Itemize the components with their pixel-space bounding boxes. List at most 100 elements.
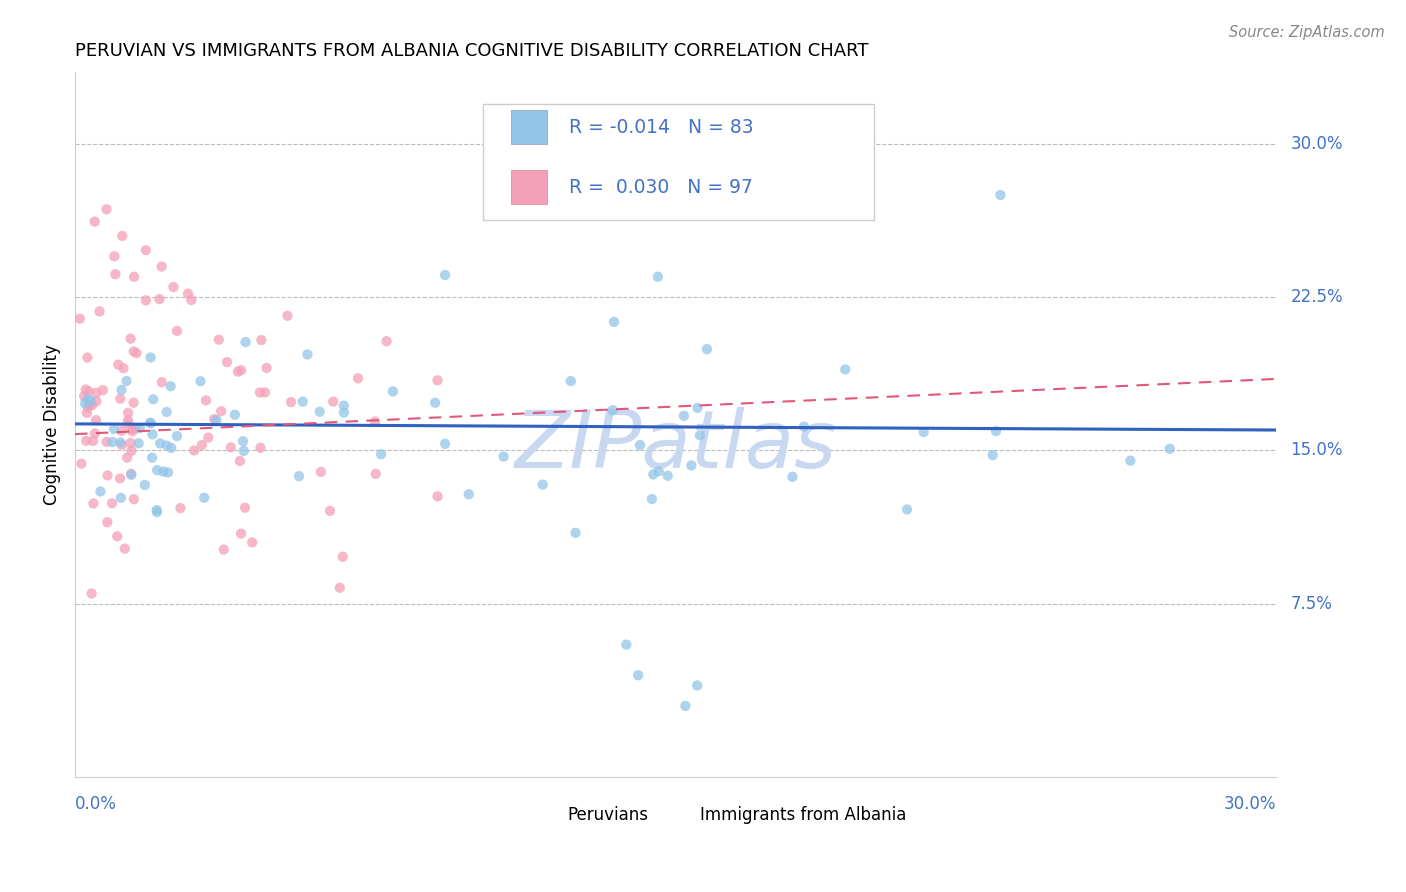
Point — [103, 249, 125, 263]
Point — [793, 419, 815, 434]
Point — [627, 668, 650, 682]
Point — [673, 698, 696, 713]
Text: 0.0%: 0.0% — [75, 795, 117, 813]
Point — [297, 347, 319, 361]
Point — [276, 309, 298, 323]
Point — [162, 280, 184, 294]
Point — [233, 500, 256, 515]
Point — [76, 406, 98, 420]
Point — [160, 441, 183, 455]
Point — [370, 447, 392, 461]
Point — [224, 408, 246, 422]
Point — [156, 405, 179, 419]
Point — [595, 209, 617, 223]
Point — [194, 393, 217, 408]
Point — [122, 492, 145, 507]
Y-axis label: Cognitive Disability: Cognitive Disability — [44, 344, 60, 506]
Point — [122, 344, 145, 359]
Point — [75, 434, 97, 448]
Point — [250, 333, 273, 347]
Point — [240, 535, 263, 549]
Point — [120, 436, 142, 450]
Point — [641, 491, 664, 506]
Text: 15.0%: 15.0% — [1291, 442, 1343, 459]
Point — [329, 581, 352, 595]
Point — [117, 417, 139, 431]
Point — [84, 426, 107, 441]
Point — [603, 315, 626, 329]
Point — [434, 437, 457, 451]
Point — [89, 304, 111, 318]
Point — [89, 484, 111, 499]
Point — [139, 351, 162, 365]
Text: R = -0.014   N = 83: R = -0.014 N = 83 — [568, 118, 754, 136]
Point — [193, 491, 215, 505]
Point — [117, 413, 139, 427]
Point — [77, 401, 100, 415]
Point — [696, 342, 718, 356]
Point — [648, 464, 671, 478]
Point — [308, 405, 330, 419]
Point — [134, 478, 156, 492]
Point — [232, 444, 254, 458]
Point — [83, 214, 105, 228]
Point — [332, 549, 354, 564]
Point — [96, 468, 118, 483]
FancyBboxPatch shape — [664, 805, 688, 825]
Point — [145, 503, 167, 517]
Point — [69, 311, 91, 326]
Point — [364, 415, 387, 429]
Text: 22.5%: 22.5% — [1291, 288, 1343, 306]
Point — [912, 425, 935, 439]
Point — [96, 515, 118, 529]
Point — [139, 416, 162, 430]
Point — [209, 404, 232, 418]
FancyBboxPatch shape — [531, 805, 555, 825]
Text: ZIP​atlas: ZIP​atlas — [515, 407, 837, 485]
Point — [101, 435, 124, 450]
Point — [135, 293, 157, 308]
Point — [77, 384, 100, 399]
Point — [82, 398, 104, 412]
Point — [149, 436, 172, 450]
Point — [614, 638, 637, 652]
Point — [105, 529, 128, 543]
Point — [157, 466, 180, 480]
Point — [229, 454, 252, 468]
Point — [82, 496, 104, 510]
Point — [86, 394, 108, 409]
Point — [139, 416, 162, 430]
Point — [205, 413, 228, 427]
Text: PERUVIAN VS IMMIGRANTS FROM ALBANIA COGNITIVE DISABILITY CORRELATION CHART: PERUVIAN VS IMMIGRANTS FROM ALBANIA COGN… — [75, 42, 869, 60]
Point — [169, 501, 191, 516]
Point — [560, 374, 582, 388]
Point — [602, 403, 624, 417]
Point — [84, 413, 107, 427]
Point — [190, 374, 212, 388]
Point — [782, 470, 804, 484]
Point — [122, 269, 145, 284]
Point — [457, 487, 479, 501]
Point — [333, 399, 356, 413]
Point — [217, 355, 239, 369]
Point — [110, 424, 132, 438]
Point — [110, 383, 132, 397]
Point — [110, 392, 132, 406]
Point — [681, 458, 703, 473]
Point — [80, 586, 103, 600]
FancyBboxPatch shape — [484, 104, 873, 220]
Point — [103, 422, 125, 436]
Point — [70, 457, 93, 471]
Point — [104, 267, 127, 281]
Point — [531, 477, 554, 491]
Point — [226, 365, 249, 379]
Point — [120, 467, 142, 481]
Point — [232, 434, 254, 449]
Point — [434, 268, 457, 282]
Point — [191, 438, 214, 452]
Point — [115, 374, 138, 388]
Point — [111, 228, 134, 243]
Point — [146, 505, 169, 519]
Point — [813, 209, 835, 223]
Point — [120, 467, 142, 482]
